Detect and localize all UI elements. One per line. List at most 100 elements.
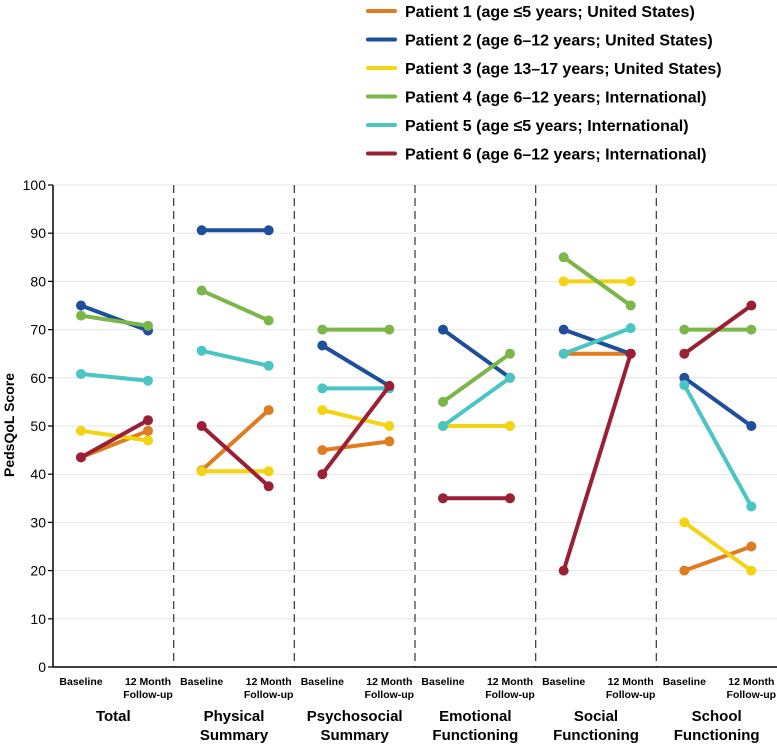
y-tick-label: 50 xyxy=(30,418,46,434)
point-patient-5-baseline xyxy=(679,380,690,391)
x-tick-label: Baseline xyxy=(542,676,585,688)
point-patient-4-baseline xyxy=(558,252,569,263)
point-patient-6-baseline xyxy=(196,421,207,431)
point-patient-2-baseline xyxy=(317,340,328,351)
series-line-patient-4 xyxy=(441,351,512,404)
series-line-patient-5 xyxy=(682,383,754,509)
point-patient-5-baseline xyxy=(558,348,569,359)
point-patient-3-followup xyxy=(263,466,274,477)
point-patient-3-followup xyxy=(625,276,636,287)
x-tick-label: Baseline xyxy=(59,676,102,688)
series-line-patient-6 xyxy=(682,303,754,356)
point-patient-3-followup xyxy=(143,435,153,446)
point-patient-6-followup xyxy=(625,348,636,359)
x-tick-label: Baseline xyxy=(663,676,706,688)
point-patient-4-followup xyxy=(625,300,636,311)
point-patient-5-baseline xyxy=(317,383,328,394)
point-patient-3-baseline xyxy=(679,517,690,528)
point-patient-6-followup xyxy=(505,493,515,504)
point-patient-1-baseline xyxy=(679,565,690,576)
point-patient-1-baseline xyxy=(317,445,328,456)
series-line-patient-1 xyxy=(682,544,754,573)
x-tick-label: 12 Month xyxy=(608,676,654,688)
series-line-patient-4 xyxy=(79,313,150,328)
y-tick-label: 10 xyxy=(30,611,46,627)
point-patient-4-followup xyxy=(505,348,515,359)
point-patient-2-baseline xyxy=(438,324,448,335)
point-patient-5-followup xyxy=(263,360,274,371)
panel-label: Psychosocial xyxy=(307,708,403,725)
point-patient-2-baseline xyxy=(76,300,86,311)
y-tick-label: 70 xyxy=(30,322,46,338)
legend-label-patient-5: Patient 5 (age ≤5 years; International) xyxy=(405,118,689,135)
point-patient-4-followup xyxy=(384,324,395,335)
point-patient-5-baseline xyxy=(76,368,86,379)
series-line-patient-6 xyxy=(561,351,633,573)
x-tick-label: Baseline xyxy=(301,676,344,688)
point-patient-5-baseline xyxy=(196,345,207,356)
panel-label: Total xyxy=(96,708,131,725)
point-patient-6-followup xyxy=(263,481,274,492)
point-patient-2-baseline xyxy=(558,324,569,335)
series-line-patient-4 xyxy=(561,255,633,308)
point-patient-3-followup xyxy=(746,565,757,576)
point-patient-4-baseline xyxy=(679,324,690,335)
x-tick-label: 12 Month xyxy=(487,676,533,688)
series-line-patient-2 xyxy=(320,343,392,388)
x-tick-label: Follow-up xyxy=(485,689,535,701)
point-patient-1-followup xyxy=(746,541,757,552)
series-line-patient-1 xyxy=(199,408,271,473)
point-patient-4-followup xyxy=(143,320,153,331)
point-patient-1-followup xyxy=(384,436,395,447)
point-patient-4-followup xyxy=(263,315,274,326)
x-tick-label: Baseline xyxy=(180,676,223,688)
legend-label-patient-2: Patient 2 (age 6–12 years; United States… xyxy=(405,33,713,50)
y-tick-label: 100 xyxy=(23,177,47,193)
point-patient-6-baseline xyxy=(438,493,448,504)
panel-label: Functioning xyxy=(674,727,760,744)
series-line-patient-2 xyxy=(682,375,754,428)
x-tick-label: Follow-up xyxy=(365,689,415,701)
series-line-patient-3 xyxy=(79,428,150,443)
point-patient-1-followup xyxy=(143,425,153,436)
series-line-patient-1 xyxy=(320,439,392,453)
point-patient-4-baseline xyxy=(76,310,86,321)
point-patient-3-followup xyxy=(505,421,515,431)
panel-dividers xyxy=(173,185,657,667)
point-patient-5-followup xyxy=(143,375,153,386)
series-line-patient-4 xyxy=(199,288,271,323)
legend-label-patient-6: Patient 6 (age 6–12 years; International… xyxy=(405,147,706,164)
series-line-patient-6 xyxy=(199,424,271,489)
point-patient-3-baseline xyxy=(196,466,207,477)
y-axis-label: PedsQoL Score xyxy=(1,373,17,477)
x-tick-label: Follow-up xyxy=(606,689,656,701)
point-patient-5-followup xyxy=(625,323,636,334)
y-tick-label: 90 xyxy=(30,225,46,241)
legend: Patient 1 (age ≤5 years; United States) P… xyxy=(366,4,722,164)
x-tick-label: Follow-up xyxy=(727,689,777,701)
point-patient-4-baseline xyxy=(317,324,328,335)
point-patient-4-followup xyxy=(746,324,757,335)
series-line-patient-5 xyxy=(561,326,633,356)
panel-label: Summary xyxy=(320,727,389,744)
point-patient-3-baseline xyxy=(76,425,86,436)
point-patient-6-baseline xyxy=(76,452,86,463)
point-patient-3-baseline xyxy=(558,276,569,287)
series-line-patient-3 xyxy=(320,408,392,428)
series-layer xyxy=(76,225,757,576)
series-line-patient-5 xyxy=(199,348,271,368)
series-line-patient-6 xyxy=(320,383,392,477)
y-tick-label: 60 xyxy=(30,370,46,386)
series-line-patient-2 xyxy=(441,327,512,380)
panel-label: Functioning xyxy=(432,727,518,744)
x-tick-label: 12 Month xyxy=(366,676,412,688)
panel-label: Social xyxy=(574,708,618,725)
x-tick-label: 12 Month xyxy=(246,676,292,688)
x-tick-label: Baseline xyxy=(421,676,464,688)
panel-label: Summary xyxy=(200,727,269,744)
point-patient-2-baseline xyxy=(679,372,690,383)
x-tick-label: 12 Month xyxy=(728,676,774,688)
axes xyxy=(48,184,777,668)
